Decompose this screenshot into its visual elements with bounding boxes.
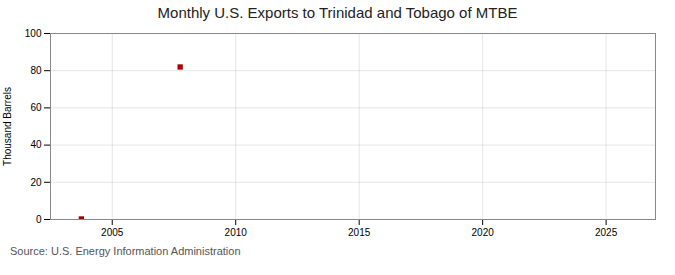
svg-text:100: 100 [25, 28, 42, 39]
svg-text:2020: 2020 [472, 227, 495, 238]
svg-text:2010: 2010 [225, 227, 248, 238]
svg-text:2015: 2015 [348, 227, 371, 238]
svg-text:0: 0 [36, 214, 42, 225]
svg-text:Thousand Barrels: Thousand Barrels [2, 87, 13, 166]
html-text:Source: U.S. Energy Informatio: Source: U.S. Energy Information Administ… [10, 245, 241, 257]
html-text:Monthly U.S. Exports to Trinid: Monthly U.S. Exports to Trinidad and Tob… [157, 4, 518, 21]
svg-text:2005: 2005 [101, 227, 124, 238]
svg-text:60: 60 [30, 102, 42, 113]
svg-text:2025: 2025 [595, 227, 618, 238]
svg-text:80: 80 [30, 65, 42, 76]
svg-text:40: 40 [30, 139, 42, 150]
svg-text:20: 20 [30, 177, 42, 188]
